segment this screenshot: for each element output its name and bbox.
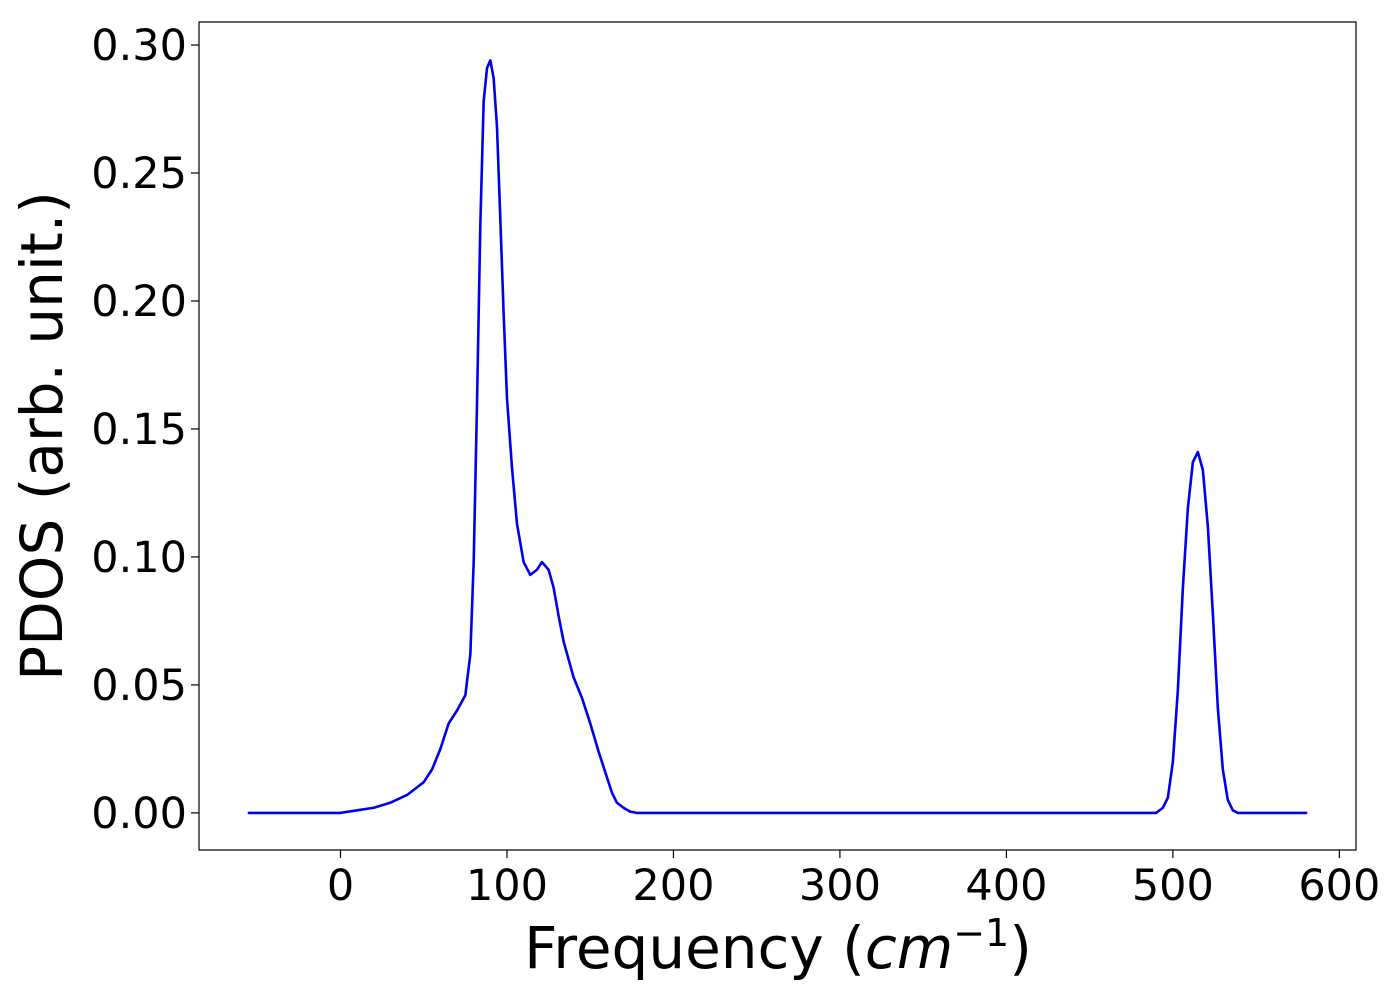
pdos-series-line bbox=[247, 59, 1308, 815]
y-tick-label: 0.05 bbox=[91, 661, 187, 711]
y-tick-label: 0.20 bbox=[91, 277, 187, 327]
plot-frame bbox=[198, 21, 1357, 851]
x-tick-label: 0 bbox=[327, 861, 354, 911]
x-axis-label-superscript: −1 bbox=[953, 911, 1009, 955]
x-axis-label-math: cm bbox=[865, 914, 953, 982]
y-tick-label: 0.25 bbox=[91, 149, 187, 199]
y-tick-label: 0.00 bbox=[91, 789, 187, 839]
x-tick-label: 200 bbox=[632, 861, 714, 911]
x-axis-label-prefix: Frequency ( bbox=[524, 914, 865, 982]
y-tick-label: 0.15 bbox=[91, 405, 187, 455]
x-axis-ticks: 0 100 200 300 400 500 600 bbox=[327, 850, 1380, 911]
x-tick-label: 100 bbox=[466, 861, 548, 911]
y-tick-label: 0.30 bbox=[91, 21, 187, 71]
y-axis-label: PDOS (arb. unit.) bbox=[8, 191, 76, 681]
plot-area bbox=[199, 22, 1356, 850]
y-tick-label: 0.10 bbox=[91, 533, 187, 583]
x-tick-label: 500 bbox=[1132, 861, 1214, 911]
x-tick-label: 300 bbox=[799, 861, 881, 911]
y-axis-ticks: 0.00 0.05 0.10 0.15 0.20 0.25 0.30 bbox=[91, 21, 199, 839]
x-tick-label: 400 bbox=[965, 861, 1047, 911]
x-axis-label-suffix: ) bbox=[1009, 914, 1032, 982]
x-tick-label: 600 bbox=[1298, 861, 1380, 911]
x-axis-label: Frequency (cm−1) bbox=[524, 911, 1032, 982]
